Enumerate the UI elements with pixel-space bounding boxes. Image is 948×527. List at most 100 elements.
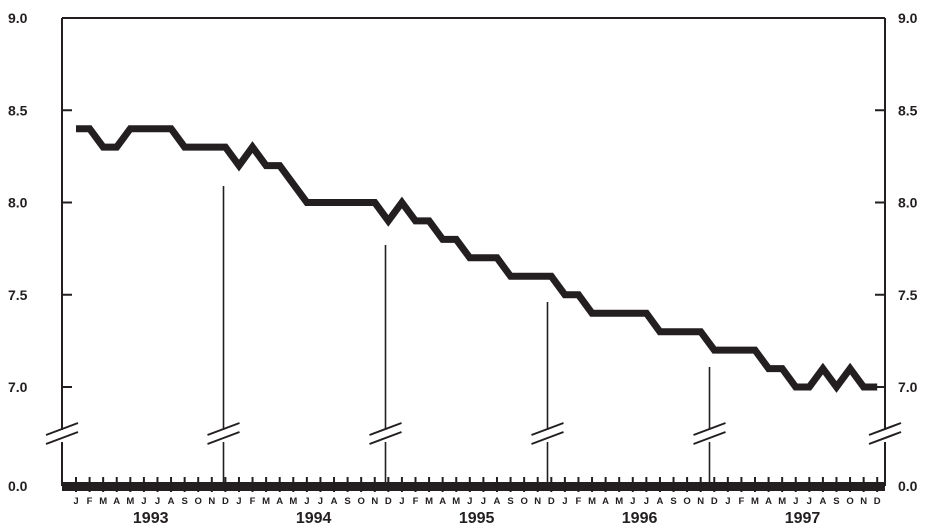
x-tick-label-45: O (683, 496, 690, 507)
year-label-1995: 1995 (459, 510, 495, 527)
x-tick-label-22: N (371, 496, 378, 507)
axis-break-slash-b-0 (45, 431, 79, 445)
year-label-1997: 1997 (785, 510, 821, 527)
y-tick-label-right-7-0: 7.0 (898, 379, 918, 395)
x-tick-label-1: F (87, 496, 93, 507)
x-tick-label-40: M (615, 496, 623, 507)
axis-break-slash-b-3 (531, 431, 564, 445)
x-tick-label-39: A (602, 496, 609, 507)
x-tick-label-34: N (534, 496, 541, 507)
y-tick-label-right-7-5: 7.5 (898, 287, 918, 303)
x-tick-label-6: J (155, 496, 160, 507)
axis-break-2 (369, 422, 402, 445)
x-tick-label-59: D (874, 496, 881, 507)
x-tick-label-2: M (99, 496, 107, 507)
axis-break-3 (531, 422, 564, 445)
x-axis-baseline (62, 482, 885, 491)
x-tick-label-43: A (657, 496, 664, 507)
y-axis-left: 0.0 7.0 7.5 8.0 8.5 9.0 (8, 10, 72, 494)
x-tick-label-14: M (262, 496, 270, 507)
y-tick-label-left-8-5: 8.5 (8, 102, 28, 118)
x-tick-label-32: S (507, 496, 513, 507)
x-tick-label-46: N (697, 496, 704, 507)
x-tick-label-37: F (576, 496, 582, 507)
x-tick-label-28: M (452, 496, 460, 507)
x-tick-label-29: J (467, 496, 472, 507)
x-tick-label-50: M (751, 496, 759, 507)
x-tick-label-10: N (208, 496, 215, 507)
x-tick-label-52: M (778, 496, 786, 507)
x-tick-label-58: N (860, 496, 867, 507)
x-tick-label-17: J (304, 496, 309, 507)
x-tick-label-47: D (711, 496, 718, 507)
axis-break-1 (207, 422, 240, 445)
x-tick-label-9: O (195, 496, 202, 507)
x-tick-label-51: A (765, 496, 772, 507)
axis-break-slash-b-1 (207, 431, 240, 445)
x-tick-label-18: J (318, 496, 323, 507)
x-tick-label-41: J (630, 496, 635, 507)
x-tick-label-20: S (344, 496, 350, 507)
axis-break-slash-b-5 (868, 431, 902, 445)
x-tick-label-25: F (413, 496, 419, 507)
axis-break-slash-a-5 (868, 422, 902, 436)
year-label-1994: 1994 (296, 510, 332, 527)
x-tick-label-55: A (819, 496, 826, 507)
y-tick-label-right-9-0: 9.0 (898, 10, 918, 26)
year-label-1993: 1993 (133, 510, 169, 527)
series-line-0 (76, 125, 878, 393)
x-tick-label-35: D (548, 496, 555, 507)
y-tick-label-left-7-0: 7.0 (8, 379, 28, 395)
x-tick-label-3: A (113, 496, 120, 507)
axis-breaks (45, 422, 902, 445)
y-tick-label-left-8-0: 8.0 (8, 195, 28, 211)
axis-break-slash-a-2 (369, 422, 402, 436)
x-tick-label-5: J (141, 496, 146, 507)
y-axis-right: 0.0 7.0 7.5 8.0 8.5 9.0 (875, 10, 918, 494)
y-tick-label-right-0-0: 0.0 (898, 478, 918, 494)
x-tick-label-23: D (385, 496, 392, 507)
axis-break-0 (45, 422, 79, 445)
x-tick-label-44: S (670, 496, 676, 507)
axis-break-slash-a-4 (693, 422, 726, 436)
y-tick-label-left-0-0: 0.0 (8, 478, 28, 494)
x-tick-label-33: O (520, 496, 527, 507)
year-label-1996: 1996 (622, 510, 658, 527)
year-dividers (222, 186, 711, 486)
x-tick-label-8: S (181, 496, 187, 507)
series-group (76, 125, 878, 393)
x-tick-label-19: A (331, 496, 338, 507)
x-tick-label-56: S (833, 496, 839, 507)
x-tick-label-21: O (357, 496, 364, 507)
axis-break-4 (693, 422, 726, 445)
axis-break-slash-a-1 (207, 422, 240, 436)
x-tick-label-42: J (644, 496, 649, 507)
axis-break-slash-b-4 (693, 431, 726, 445)
y-tick-label-left-9-0: 9.0 (8, 10, 28, 26)
x-tick-label-4: M (126, 496, 134, 507)
x-tick-label-0: J (73, 496, 78, 507)
x-tick-label-49: F (739, 496, 745, 507)
x-tick-label-11: D (222, 496, 229, 507)
y-tick-label-right-8-0: 8.0 (898, 195, 918, 211)
x-tick-label-7: A (168, 496, 175, 507)
y-tick-label-left-7-5: 7.5 (8, 287, 28, 303)
x-tick-label-27: A (439, 496, 446, 507)
axis-break-5 (868, 422, 902, 445)
x-tick-label-12: J (236, 496, 241, 507)
x-tick-label-36: J (562, 496, 567, 507)
y-tick-label-right-8-5: 8.5 (898, 102, 918, 118)
axis-break-slash-a-3 (531, 422, 564, 436)
x-tick-label-53: J (793, 496, 798, 507)
x-tick-label-38: M (588, 496, 596, 507)
x-tick-label-30: J (481, 496, 486, 507)
x-tick-label-13: F (250, 496, 256, 507)
x-tick-label-48: J (725, 496, 730, 507)
x-tick-label-16: M (289, 496, 297, 507)
x-tick-label-57: O (846, 496, 853, 507)
x-tick-label-54: J (807, 496, 812, 507)
axis-break-slash-a-0 (45, 422, 79, 436)
x-tick-label-26: M (425, 496, 433, 507)
